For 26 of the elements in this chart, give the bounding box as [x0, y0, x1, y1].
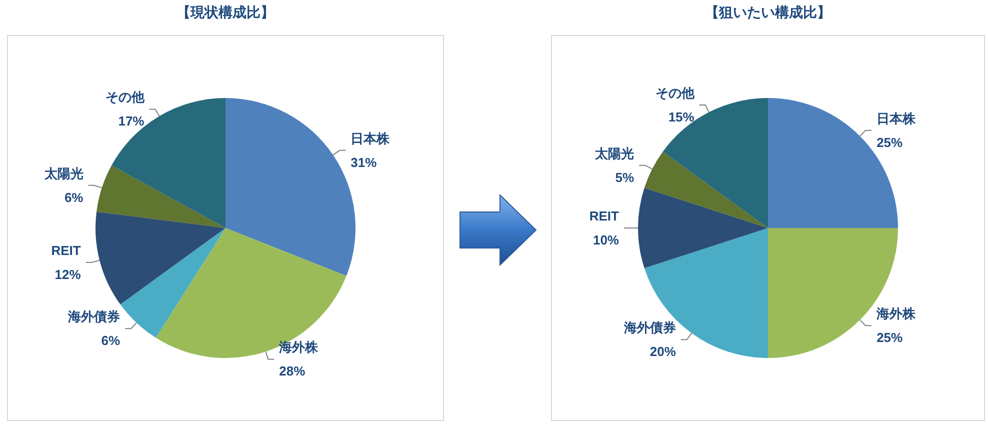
slice-label: 太陽光 — [43, 166, 84, 181]
slice-label: REIT — [51, 242, 81, 258]
data-label: 15% — [668, 110, 695, 125]
slice-label: 日本株 — [350, 130, 391, 146]
data-label: 25% — [876, 134, 904, 150]
slice-label: その他 — [105, 90, 146, 105]
slice-label: 太陽光 — [594, 146, 634, 161]
slice-label: 海外債券 — [622, 320, 676, 336]
slice-label: その他 — [655, 86, 696, 101]
data-label: 25% — [876, 330, 904, 346]
chart-title: 【現状構成比】 — [176, 4, 276, 23]
data-label: 17% — [118, 114, 145, 129]
slice-label: 海外株 — [876, 306, 917, 322]
data-label: 12% — [54, 266, 82, 282]
data-label: 20% — [650, 344, 676, 360]
slice-label: REIT — [589, 208, 620, 224]
data-label: 28% — [279, 364, 306, 379]
data-label: 6% — [101, 333, 120, 348]
data-label: 31% — [350, 154, 378, 170]
slice-label: 海外株 — [278, 340, 320, 355]
slice-label: 日本株 — [876, 110, 917, 126]
data-label: 10% — [592, 232, 620, 248]
data-label: 5% — [615, 170, 634, 185]
data-label: 6% — [64, 190, 84, 205]
slice-label: 海外債券 — [67, 309, 120, 324]
chart-title: 【狙いたい構成比】 — [704, 4, 832, 23]
